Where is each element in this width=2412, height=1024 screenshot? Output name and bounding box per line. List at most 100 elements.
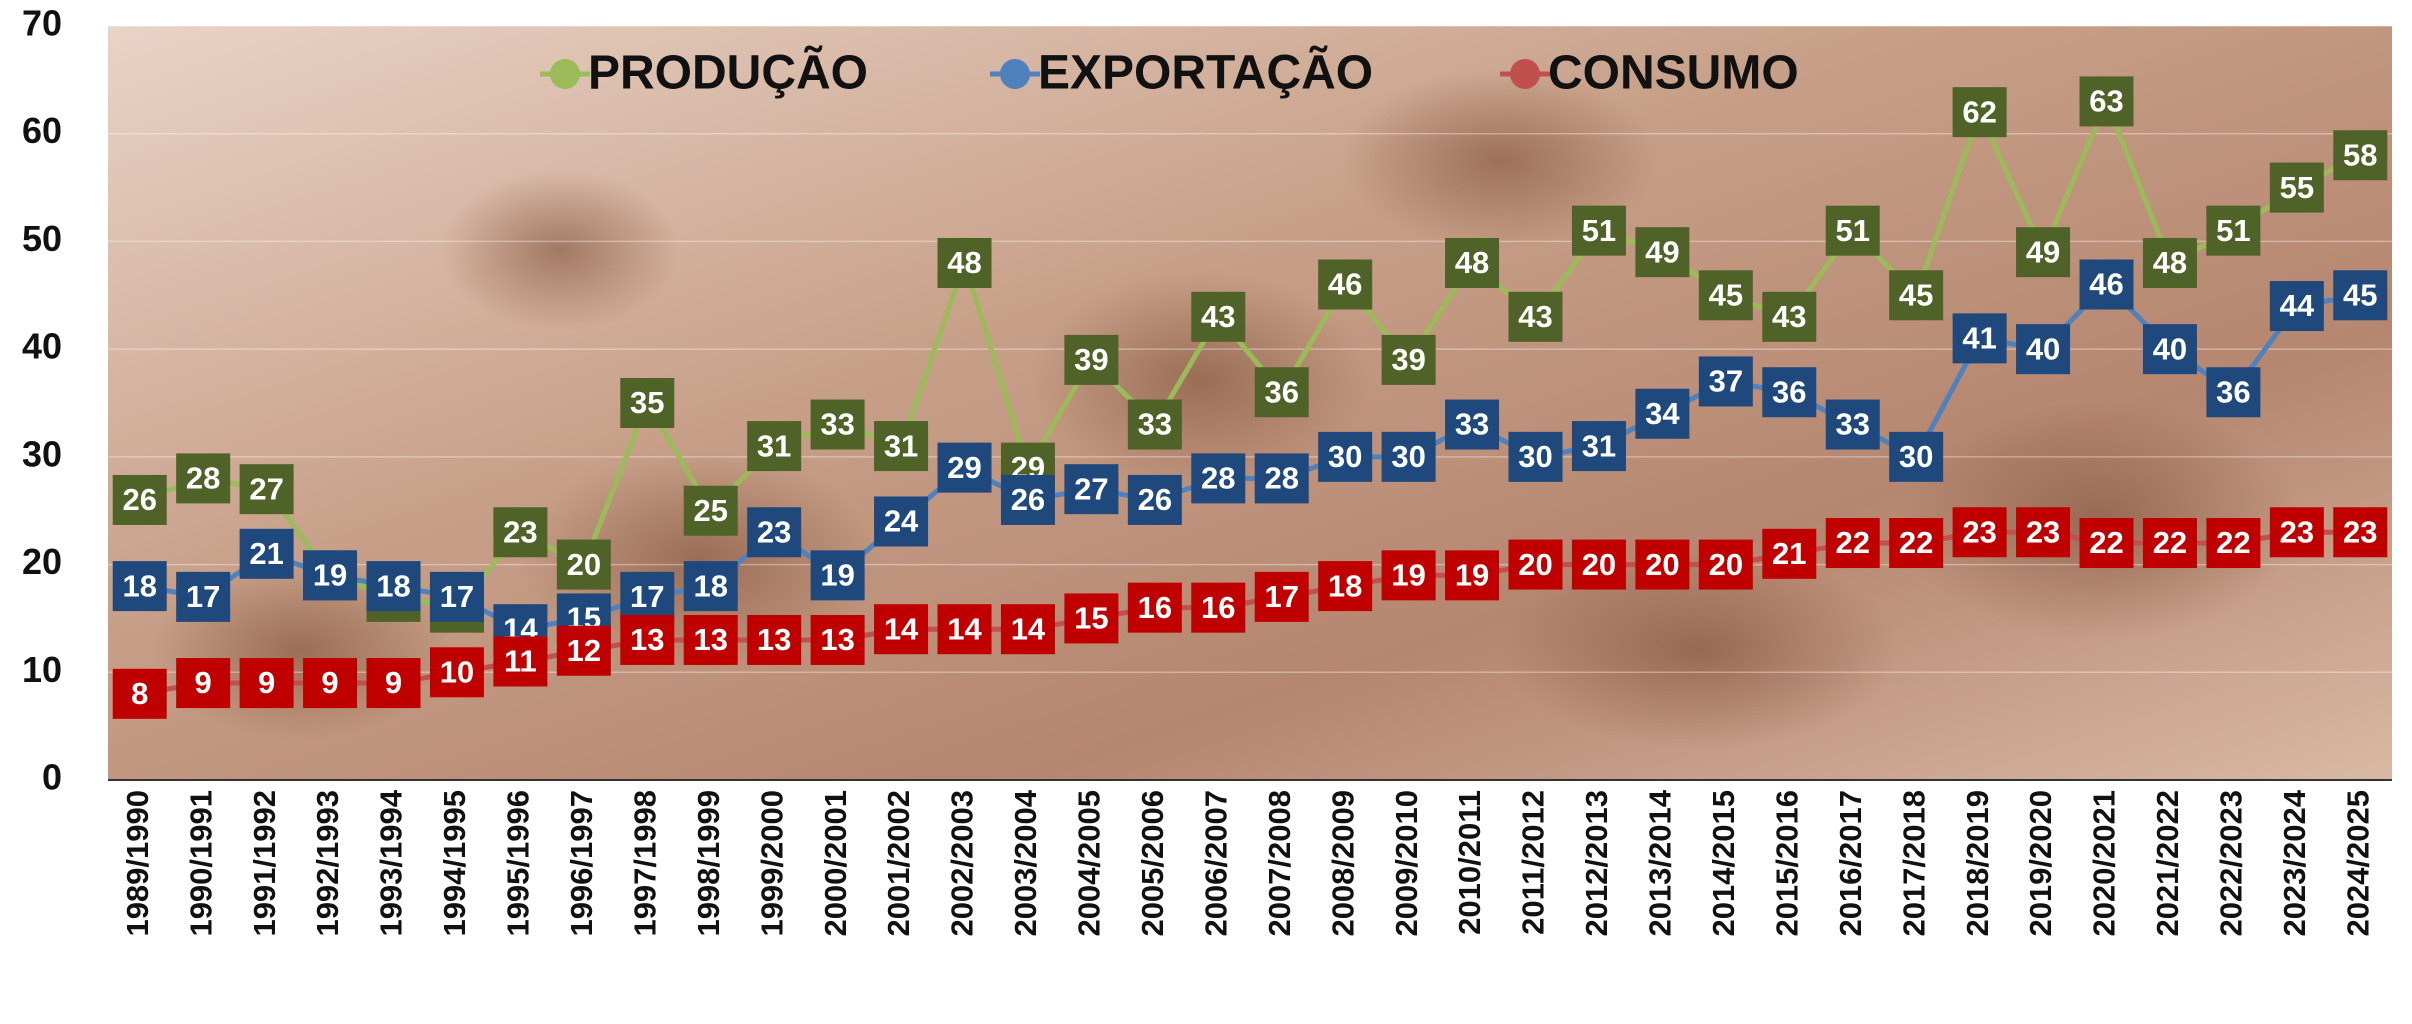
- data-label-text: 13: [757, 622, 791, 657]
- data-label-text: 29: [947, 450, 981, 485]
- data-label-text: 30: [1328, 439, 1362, 474]
- data-label-text: 12: [567, 633, 601, 668]
- label-box: [239, 528, 294, 579]
- data-label-text: 26: [1011, 482, 1045, 517]
- label-box: [239, 658, 294, 709]
- label-box: [874, 604, 929, 655]
- label-box: [366, 658, 421, 709]
- label-box: [2269, 281, 2324, 332]
- x-tick-label: 2022/2023: [2214, 790, 2249, 937]
- data-label: 17: [620, 571, 675, 622]
- data-label-text: 18: [1328, 568, 1362, 603]
- data-label: 9: [176, 658, 231, 709]
- data-label: 51: [2206, 205, 2261, 256]
- label-box: [1635, 388, 1690, 439]
- data-label: 8: [112, 668, 167, 719]
- data-label: 33: [1825, 399, 1880, 450]
- data-label-text: 23: [1962, 514, 1996, 549]
- label-box: [2142, 324, 2197, 375]
- label-box: [1825, 205, 1880, 256]
- data-label-text: 49: [1645, 234, 1679, 269]
- label-box: [429, 571, 484, 622]
- data-label-text: 37: [1709, 364, 1743, 399]
- data-label: 43: [1508, 291, 1563, 342]
- x-tick-label: 2008/2009: [1325, 790, 1360, 937]
- data-label-text: 48: [947, 245, 981, 280]
- label-box: [1952, 507, 2007, 558]
- label-box: [1635, 227, 1690, 278]
- data-label: 15: [1064, 593, 1119, 644]
- data-label: 23: [747, 507, 802, 558]
- y-tick-label: 70: [22, 3, 62, 44]
- data-label: 30: [1889, 431, 1944, 482]
- data-label: 43: [1191, 291, 1246, 342]
- y-tick-label: 30: [22, 433, 62, 474]
- data-label-text: 31: [757, 428, 791, 463]
- label-box: [620, 614, 675, 665]
- data-label-text: 23: [757, 514, 791, 549]
- data-label-text: 14: [1011, 611, 1046, 646]
- y-tick-label: 20: [22, 541, 62, 582]
- data-label-text: 25: [693, 493, 727, 528]
- label-box: [1064, 334, 1119, 385]
- data-label-text: 41: [1962, 321, 1996, 356]
- label-box: [2142, 237, 2197, 288]
- data-label-text: 20: [1582, 547, 1616, 582]
- data-label-text: 34: [1645, 396, 1680, 431]
- data-label-text: 19: [313, 558, 347, 593]
- label-box: [1381, 550, 1436, 601]
- data-label-text: 16: [1201, 590, 1235, 625]
- data-label-text: 43: [1518, 299, 1552, 334]
- data-label-text: 23: [503, 514, 537, 549]
- label-box: [1825, 399, 1880, 450]
- data-label: 22: [2206, 518, 2261, 569]
- x-tick-label: 2002/2003: [945, 790, 980, 937]
- label-box: [176, 571, 231, 622]
- data-label: 37: [1698, 356, 1753, 407]
- data-label: 49: [2016, 227, 2071, 278]
- data-label: 28: [176, 453, 231, 504]
- label-box: [429, 647, 484, 698]
- x-tick-label: 1999/2000: [754, 790, 789, 937]
- data-label-text: 55: [2280, 170, 2314, 205]
- data-label-text: 40: [2026, 331, 2060, 366]
- data-label: 16: [1191, 582, 1246, 633]
- label-box: [1445, 237, 1500, 288]
- x-tick-label: 1994/1995: [437, 790, 472, 937]
- label-box: [2269, 162, 2324, 213]
- label-box: [176, 453, 231, 504]
- data-label-text: 58: [2343, 137, 2377, 172]
- x-tick-label: 2010/2011: [1452, 790, 1487, 935]
- label-box: [2333, 130, 2388, 181]
- label-box: [1318, 259, 1373, 310]
- label-box: [1318, 561, 1373, 612]
- data-label: 22: [1889, 518, 1944, 569]
- data-label-text: 39: [1391, 342, 1425, 377]
- data-label: 19: [810, 550, 865, 601]
- label-box: [1698, 270, 1753, 321]
- data-label: 13: [810, 614, 865, 665]
- label-box: [1698, 356, 1753, 407]
- data-label: 23: [2333, 507, 2388, 558]
- data-label: 12: [556, 625, 611, 676]
- data-label: 18: [1318, 561, 1373, 612]
- data-label-text: 9: [258, 665, 275, 700]
- data-label-text: 28: [186, 461, 220, 496]
- data-label: 43: [1762, 291, 1817, 342]
- data-label: 23: [493, 507, 548, 558]
- label-box: [874, 421, 929, 472]
- label-box: [1762, 528, 1817, 579]
- data-label-text: 9: [321, 665, 338, 700]
- label-box: [1254, 453, 1309, 504]
- label-box: [1254, 367, 1309, 418]
- data-label: 13: [683, 614, 738, 665]
- data-label: 22: [2142, 518, 2197, 569]
- y-tick-label: 50: [22, 218, 62, 259]
- label-box: [239, 464, 294, 515]
- data-label: 23: [2269, 507, 2324, 558]
- data-label: 27: [1064, 464, 1119, 515]
- data-label-text: 63: [2089, 84, 2123, 119]
- data-label-text: 51: [1582, 213, 1616, 248]
- label-box: [1191, 582, 1246, 633]
